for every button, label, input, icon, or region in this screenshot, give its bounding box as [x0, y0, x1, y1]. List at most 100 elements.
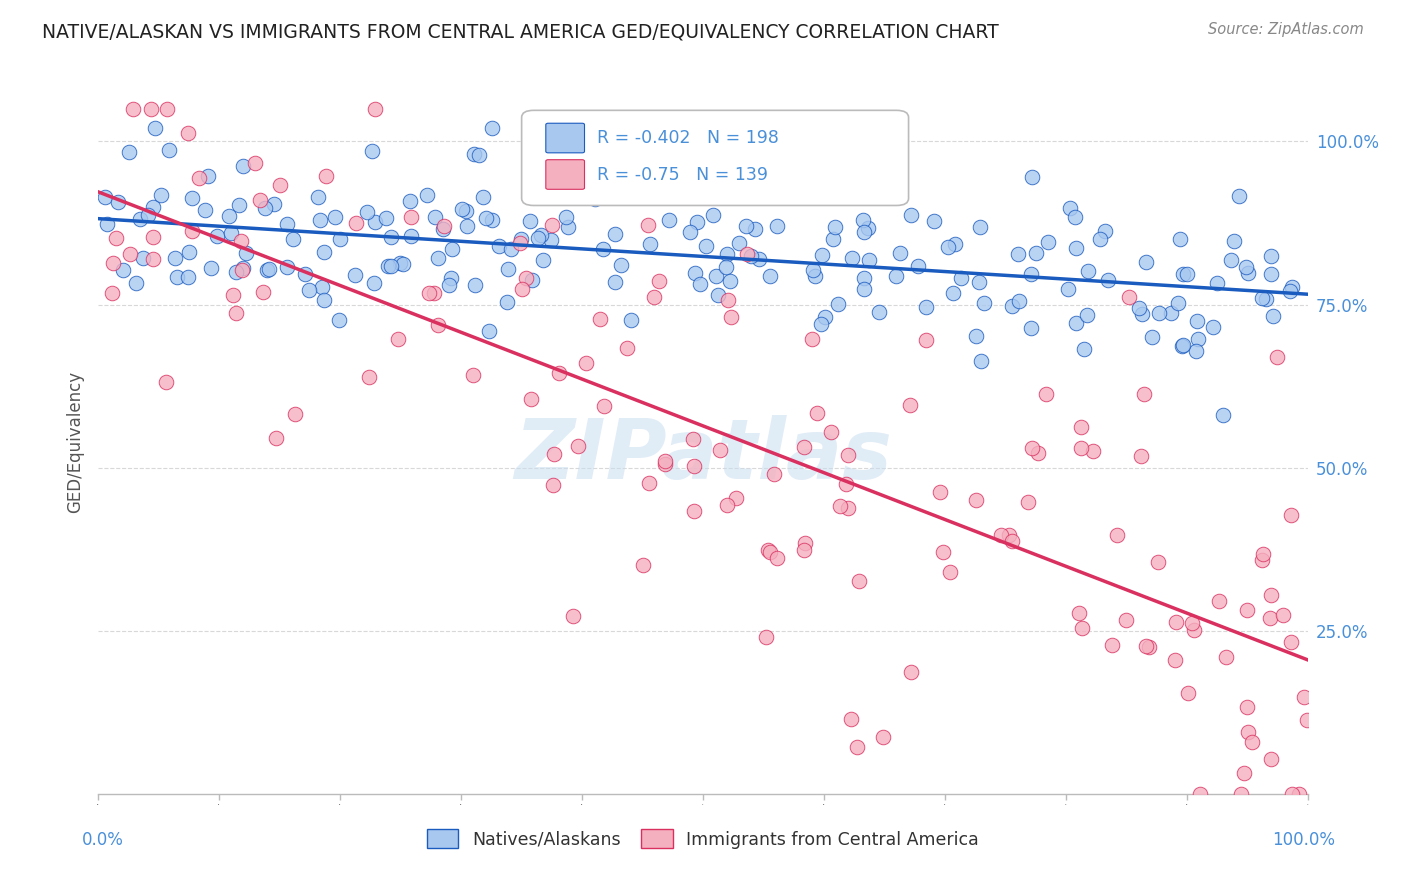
Point: [222, 288, 245, 302]
Point: [973, 296, 995, 310]
Point: [714, 260, 737, 274]
Point: [1007, 247, 1029, 261]
Point: [377, 259, 399, 273]
Point: [1279, 508, 1302, 522]
Point: [1260, 611, 1282, 625]
Point: [939, 565, 962, 579]
Point: [758, 269, 780, 284]
Point: [1137, 640, 1160, 654]
Point: [1272, 608, 1295, 623]
Point: [166, 269, 188, 284]
Point: [592, 242, 614, 256]
Point: [1167, 296, 1189, 310]
Point: [1036, 235, 1059, 249]
Point: [1281, 787, 1303, 801]
Point: [155, 102, 177, 116]
Point: [561, 609, 583, 624]
Point: [824, 220, 846, 235]
FancyBboxPatch shape: [546, 160, 585, 189]
Point: [555, 211, 578, 225]
Point: [654, 454, 676, 468]
Point: [575, 356, 598, 370]
Point: [1265, 350, 1288, 364]
Point: [593, 400, 616, 414]
Point: [231, 262, 253, 277]
Point: [520, 273, 543, 287]
Point: [1188, 787, 1211, 801]
Point: [401, 228, 423, 243]
Point: [1135, 255, 1157, 269]
Point: [872, 730, 894, 744]
Point: [399, 210, 422, 224]
Text: R = -0.402   N = 198: R = -0.402 N = 198: [596, 129, 779, 147]
Point: [853, 225, 876, 239]
Point: [344, 217, 367, 231]
Point: [686, 215, 709, 229]
Point: [827, 297, 849, 311]
Point: [755, 630, 778, 644]
Point: [1076, 308, 1098, 322]
Point: [284, 408, 307, 422]
Point: [965, 493, 987, 508]
Point: [380, 230, 402, 244]
Point: [969, 354, 991, 368]
Point: [252, 285, 274, 299]
Point: [1292, 690, 1315, 704]
Point: [685, 266, 707, 280]
Point: [418, 285, 440, 300]
Point: [388, 256, 411, 270]
Point: [433, 219, 456, 233]
Point: [143, 121, 166, 136]
Point: [648, 274, 671, 288]
Point: [1227, 189, 1250, 203]
Point: [794, 536, 817, 550]
Point: [543, 477, 565, 491]
Point: [548, 366, 571, 380]
Point: [868, 304, 890, 318]
Point: [1057, 282, 1080, 296]
Point: [1260, 588, 1282, 602]
Point: [1220, 253, 1243, 268]
Point: [1021, 442, 1043, 456]
Point: [837, 500, 859, 515]
Point: [603, 227, 626, 242]
Point: [1025, 245, 1047, 260]
Point: [1064, 316, 1087, 330]
Point: [364, 215, 387, 229]
Point: [432, 222, 454, 236]
Point: [762, 467, 785, 481]
Point: [1185, 314, 1208, 328]
Point: [363, 277, 385, 291]
Point: [839, 712, 862, 726]
Point: [1160, 305, 1182, 319]
Point: [165, 252, 187, 266]
Point: [508, 235, 530, 250]
Point: [1076, 264, 1098, 278]
Point: [101, 256, 124, 270]
Point: [1133, 386, 1156, 401]
Text: 100.0%: 100.0%: [1272, 831, 1334, 849]
Point: [709, 442, 731, 457]
Point: [361, 144, 384, 158]
Point: [1105, 528, 1128, 542]
Point: [329, 232, 352, 246]
Point: [720, 310, 742, 324]
Point: [243, 156, 266, 170]
Point: [1296, 713, 1319, 727]
Point: [557, 220, 579, 235]
Point: [256, 263, 278, 277]
Point: [931, 545, 953, 559]
Point: [307, 189, 329, 203]
Point: [543, 447, 565, 461]
Point: [1094, 224, 1116, 238]
Point: [1215, 649, 1237, 664]
Text: Source: ZipAtlas.com: Source: ZipAtlas.com: [1208, 22, 1364, 37]
Point: [620, 313, 643, 327]
Point: [488, 239, 510, 253]
Point: [942, 285, 965, 300]
Point: [94, 190, 117, 204]
Point: [889, 245, 911, 260]
FancyBboxPatch shape: [546, 123, 585, 153]
Point: [1208, 594, 1230, 608]
Point: [1173, 267, 1195, 281]
